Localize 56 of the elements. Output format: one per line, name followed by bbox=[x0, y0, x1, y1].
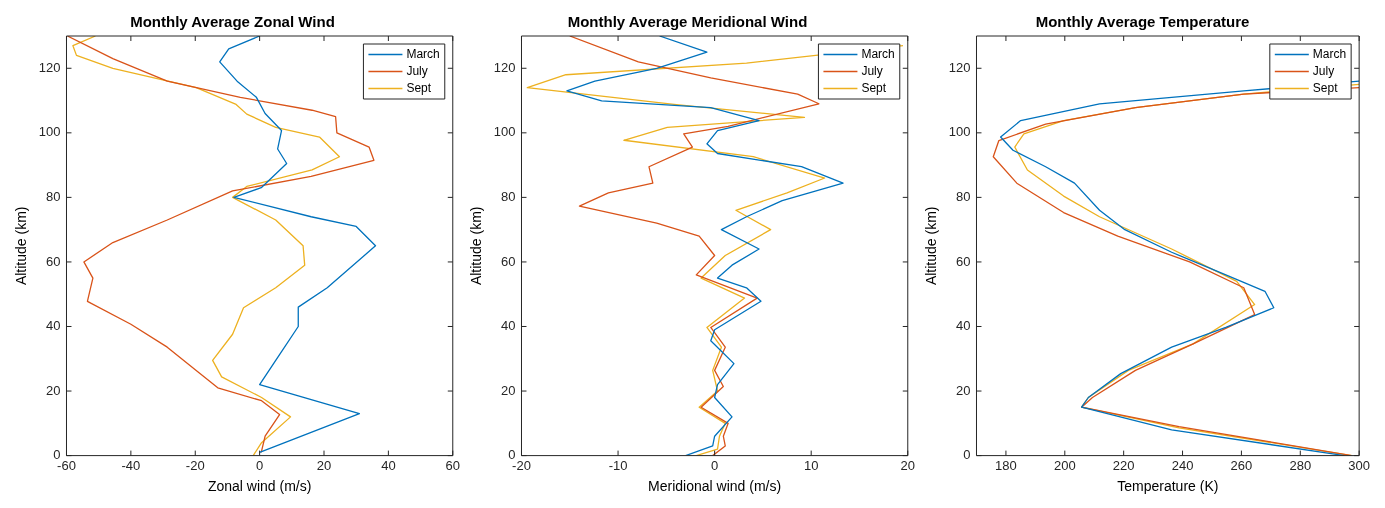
x-tick-label: 180 bbox=[995, 457, 1017, 473]
y-tick-label: 0 bbox=[963, 447, 971, 463]
chart-title: Monthly Average Meridional Wind bbox=[567, 13, 808, 31]
x-tick-label: 260 bbox=[1230, 457, 1253, 473]
legend-label: July bbox=[861, 63, 883, 78]
y-tick-label: 80 bbox=[956, 188, 971, 204]
x-tick-label: 60 bbox=[445, 457, 460, 473]
x-tick-label: -10 bbox=[608, 457, 628, 473]
y-tick-label: 0 bbox=[508, 447, 516, 463]
y-axis-title: Altitude (km) bbox=[13, 206, 30, 286]
y-tick-label: 40 bbox=[501, 318, 516, 334]
x-tick-label: -40 bbox=[121, 457, 141, 473]
y-tick-label: 100 bbox=[948, 124, 971, 140]
legend-label: Sept bbox=[406, 80, 432, 95]
y-tick-label: 120 bbox=[38, 59, 61, 75]
y-tick-label: 40 bbox=[46, 318, 61, 334]
x-tick-label: 220 bbox=[1112, 457, 1135, 473]
x-tick-label: 0 bbox=[256, 457, 264, 473]
x-tick-label: 200 bbox=[1053, 457, 1076, 473]
y-tick-label: 80 bbox=[46, 188, 61, 204]
legend-label: July bbox=[406, 63, 428, 78]
x-axis-title: Zonal wind (m/s) bbox=[207, 478, 312, 495]
x-tick-label: 10 bbox=[803, 457, 819, 473]
y-tick-label: 60 bbox=[501, 253, 516, 269]
x-axis-title: Meridional wind (m/s) bbox=[648, 478, 782, 495]
x-tick-label: 20 bbox=[316, 457, 332, 473]
x-tick-label: 240 bbox=[1171, 457, 1194, 473]
x-tick-label: 280 bbox=[1289, 457, 1312, 473]
y-tick-label: 100 bbox=[38, 124, 61, 140]
y-axis-title: Altitude (km) bbox=[923, 206, 940, 286]
x-tick-label: -20 bbox=[185, 457, 205, 473]
y-tick-label: 40 bbox=[956, 318, 971, 334]
y-tick-label: 60 bbox=[46, 253, 61, 269]
x-tick-label: 0 bbox=[711, 457, 719, 473]
y-axis-title: Altitude (km) bbox=[468, 206, 485, 286]
y-tick-label: 100 bbox=[493, 124, 516, 140]
y-tick-label: 60 bbox=[956, 253, 971, 269]
x-tick-label: 20 bbox=[900, 457, 915, 473]
legend-label: Sept bbox=[1312, 80, 1339, 95]
y-tick-label: 0 bbox=[53, 447, 61, 463]
x-tick-label: 40 bbox=[381, 457, 396, 473]
chart-title: Monthly Average Zonal Wind bbox=[130, 13, 335, 31]
chart-title: Monthly Average Temperature bbox=[1035, 13, 1250, 31]
legend-label: March bbox=[861, 46, 895, 61]
legend-label: March bbox=[1312, 46, 1347, 61]
y-tick-label: 20 bbox=[956, 382, 971, 398]
y-tick-label: 80 bbox=[501, 188, 516, 204]
y-tick-label: 120 bbox=[948, 59, 971, 75]
legend-label: Sept bbox=[861, 80, 887, 95]
x-axis-title: Temperature (K) bbox=[1117, 478, 1219, 495]
legend-label: July bbox=[1312, 63, 1335, 78]
legend-label: March bbox=[406, 46, 440, 61]
y-tick-label: 120 bbox=[493, 59, 516, 75]
y-tick-label: 20 bbox=[46, 382, 61, 398]
x-tick-label: 300 bbox=[1348, 457, 1371, 473]
y-tick-label: 20 bbox=[501, 382, 516, 398]
